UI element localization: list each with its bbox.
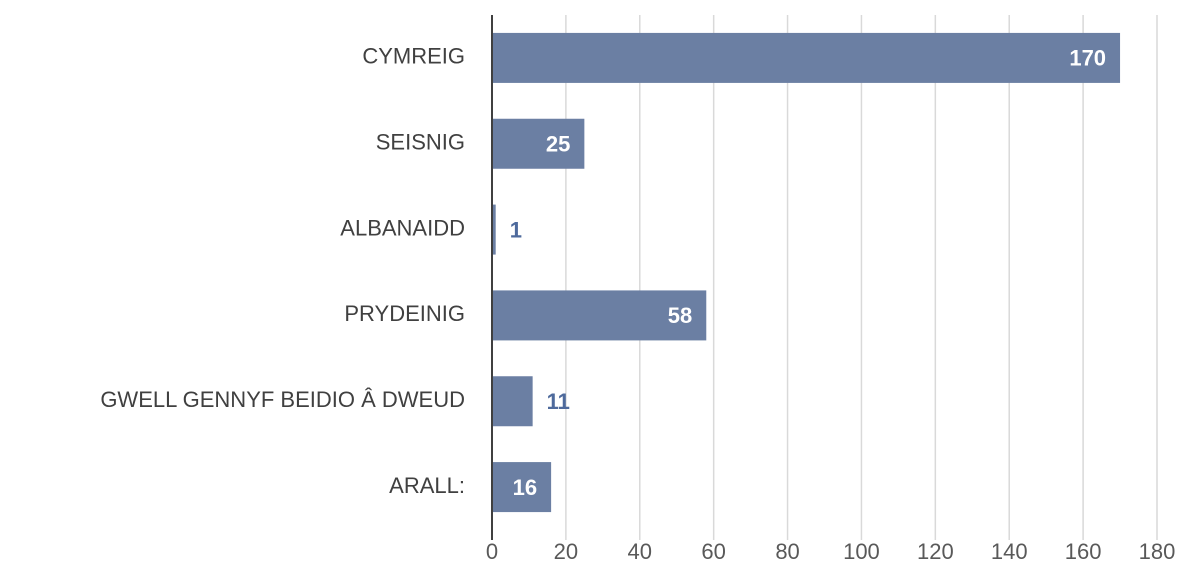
y-tick-label: CYMREIG [362,44,465,69]
x-tick-label: 160 [1065,539,1102,564]
value-label: 1 [510,217,522,242]
x-tick-label: 0 [486,539,498,564]
value-label: 16 [513,475,537,500]
x-tick-label: 180 [1139,539,1176,564]
x-tick-label: 40 [628,539,652,564]
value-label: 170 [1069,46,1106,71]
bar [492,32,1121,83]
value-label: 11 [547,389,570,414]
bar [492,290,707,341]
bar [492,462,552,513]
bar [492,118,585,169]
x-tick-label: 100 [843,539,880,564]
bar [492,204,496,255]
y-tick-label: PRYDEINIG [344,301,465,326]
x-tick-label: 120 [917,539,954,564]
x-tick-label: 20 [554,539,578,564]
y-tick-label: ARALL: [389,473,465,498]
bar [492,376,533,427]
y-tick-label: SEISNIG [376,130,465,155]
x-tick-label: 60 [701,539,725,564]
x-tick-label: 140 [991,539,1028,564]
y-tick-label: ALBANAIDD [340,215,465,240]
value-label: 58 [668,303,692,328]
value-label: 25 [546,132,570,157]
y-tick-label: GWELL GENNYF BEIDIO Â DWEUD [100,387,465,412]
x-tick-label: 80 [775,539,799,564]
